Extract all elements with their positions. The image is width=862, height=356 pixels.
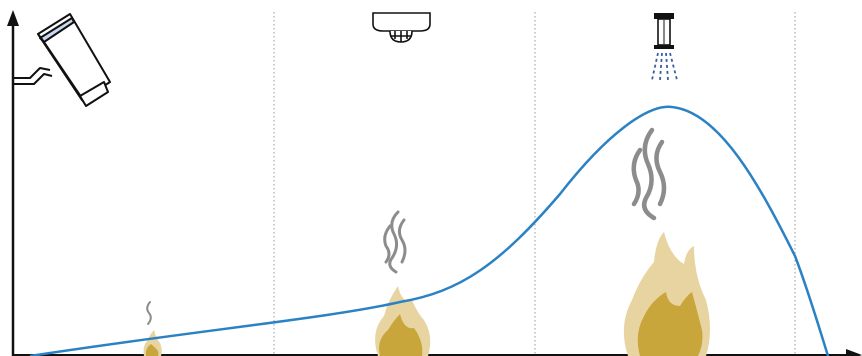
flame-inner	[379, 314, 423, 356]
camera-back	[79, 81, 109, 107]
axes	[7, 10, 862, 356]
fire-stage-2-icon	[375, 210, 431, 356]
fire-growth-curve	[29, 105, 830, 356]
smoke-wisp	[146, 301, 152, 325]
security-camera-icon	[14, 13, 111, 107]
sprinkler-icon	[651, 13, 678, 81]
fire-stage-1-icon	[143, 301, 162, 356]
stage-dividers	[273, 12, 796, 356]
sprinkler-spray	[651, 52, 678, 81]
y-axis-arrow	[7, 10, 19, 26]
smoke-plume	[383, 210, 407, 274]
camera-mount-inner	[14, 67, 51, 79]
flame-inner	[637, 292, 703, 356]
sprinkler-cap	[654, 13, 674, 19]
flame-inner	[145, 344, 159, 356]
x-axis-arrow	[846, 349, 862, 356]
fire-stage-3-icon	[623, 127, 710, 356]
camera-mount	[14, 73, 53, 85]
detector-body	[372, 12, 431, 32]
smoke-detector-icon	[372, 12, 431, 43]
smoke-plume	[631, 127, 667, 221]
sprinkler-deflector	[654, 45, 674, 49]
